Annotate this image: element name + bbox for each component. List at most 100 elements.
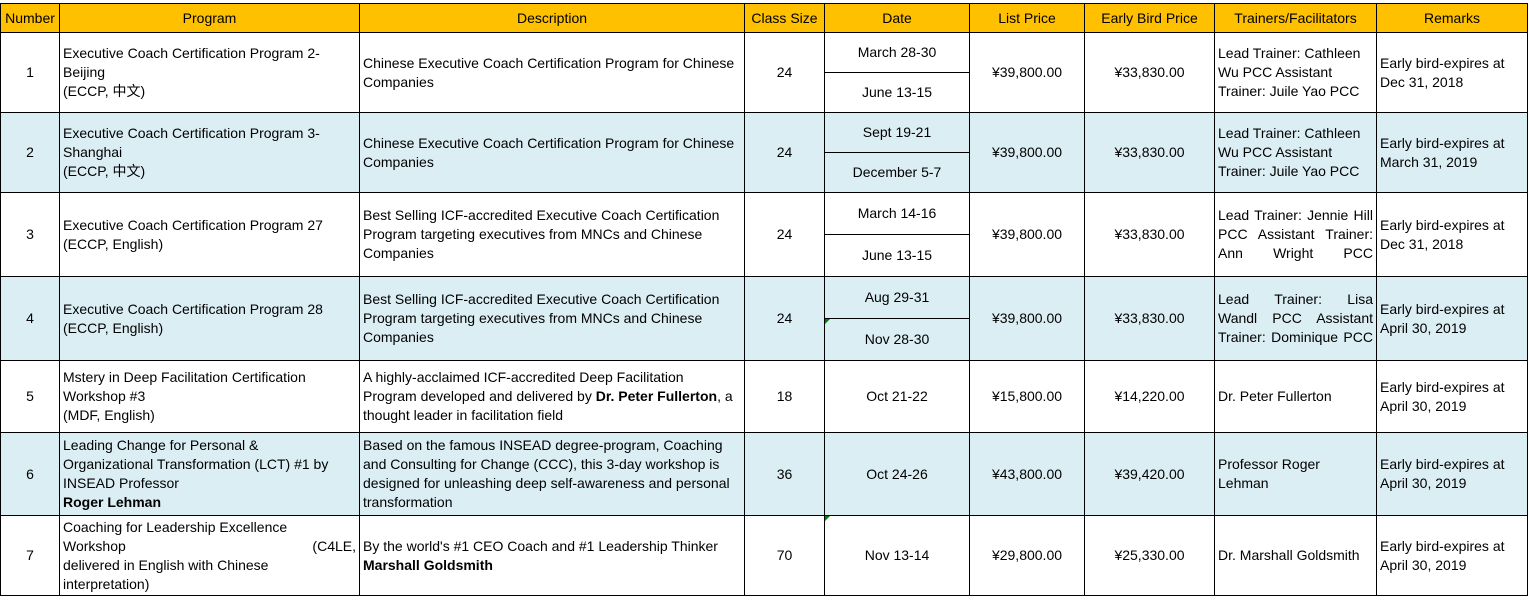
- header-remarks: Remarks: [1376, 3, 1528, 33]
- list-price-cell: ¥43,800.00: [969, 432, 1085, 516]
- class-size-cell: 24: [744, 32, 825, 113]
- program-line: Workshop (C4LE,: [63, 537, 356, 556]
- trainers-cell: Dr. Peter Fullerton: [1214, 360, 1377, 433]
- program-line: Executive Coach Certification Program 3-: [63, 125, 320, 141]
- program-cell: Executive Coach Certification Program 3-…: [59, 112, 360, 193]
- list-price-cell: ¥39,800.00: [969, 192, 1085, 277]
- number-cell: 3: [0, 192, 60, 277]
- description-text: By the world's #1 CEO Coach and #1 Leade…: [363, 537, 718, 554]
- header-program: Program: [59, 3, 360, 33]
- early-bird-price-cell: ¥14,220.00: [1084, 360, 1215, 433]
- early-bird-price-cell: ¥33,830.00: [1084, 192, 1215, 277]
- date-cell: Oct 24-26: [824, 432, 970, 516]
- number-cell: 1: [0, 32, 60, 113]
- program-line: INSEAD Professor: [63, 475, 179, 491]
- program-cell: Coaching for Leadership Excellence Works…: [59, 515, 360, 596]
- program-schedule-table: Number Program Description Class Size Da…: [0, 3, 1528, 596]
- description-cell: Based on the famous INSEAD degree-progra…: [359, 432, 745, 516]
- date-cell: Nov 13-14: [824, 515, 970, 596]
- class-size-cell: 24: [744, 276, 825, 361]
- date-cell: June 13-15: [824, 234, 970, 277]
- class-size-cell: 24: [744, 112, 825, 193]
- program-cell: Mstery in Deep Facilitation Certificatio…: [59, 360, 360, 433]
- number-cell: 2: [0, 112, 60, 193]
- list-price-cell: ¥15,800.00: [969, 360, 1085, 433]
- class-size-cell: 36: [744, 432, 825, 516]
- class-size-value: 24: [776, 310, 793, 326]
- description-cell: A highly-acclaimed ICF-accredited Deep F…: [359, 360, 745, 433]
- program-line: (ECCP, English): [63, 319, 164, 336]
- class-size-cell: 18: [744, 360, 825, 433]
- table-row: 5 Mstery in Deep Facilitation Certificat…: [0, 360, 1528, 433]
- table-row: 4 Executive Coach Certification Program …: [0, 276, 1528, 361]
- program-line: Mstery in Deep Facilitation Certificatio…: [63, 369, 306, 385]
- early-bird-price-cell: ¥25,330.00: [1084, 515, 1215, 596]
- trainers-cell: Lead Trainer: Cathleen Wu PCC Assistant …: [1214, 112, 1377, 193]
- list-price-cell: ¥29,800.00: [969, 515, 1085, 596]
- description-cell: By the world's #1 CEO Coach and #1 Leade…: [359, 515, 745, 596]
- program-cell: Executive Coach Certification Program 2-…: [59, 32, 360, 113]
- description-bold-name: Marshall Goldsmith: [363, 556, 493, 573]
- remarks-cell: Early bird-expires at April 30, 2019: [1376, 515, 1528, 596]
- trainers-cell: Dr. Marshall Goldsmith: [1214, 515, 1377, 596]
- date-value: Nov 28-30: [864, 331, 930, 347]
- date-cell: Nov 28-30: [824, 318, 970, 361]
- remarks-cell: Early bird-expires at April 30, 2019: [1376, 276, 1528, 361]
- program-line: (MDF, English): [63, 407, 155, 423]
- remarks-cell: Early bird-expires at April 30, 2019: [1376, 360, 1528, 433]
- trainers-cell: Lead Trainer: Cathleen Wu PCC Assistant …: [1214, 32, 1377, 113]
- description-cell: Chinese Executive Coach Certification Pr…: [359, 112, 745, 193]
- early-bird-price-cell: ¥33,830.00: [1084, 32, 1215, 113]
- early-bird-price-cell: ¥33,830.00: [1084, 276, 1215, 361]
- class-size-cell: 70: [744, 515, 825, 596]
- program-line: Workshop #3: [63, 388, 146, 404]
- header-early-bird-price: Early Bird Price: [1084, 3, 1215, 33]
- header-number: Number: [0, 3, 60, 33]
- program-line: (ECCP, English): [63, 235, 164, 252]
- header-list-price: List Price: [969, 3, 1085, 33]
- trainers-cell: Lead Trainer: Jennie Hill PCC Assistant …: [1214, 192, 1377, 277]
- table-row: 2 Executive Coach Certification Program …: [0, 112, 1528, 193]
- list-price-cell: ¥39,800.00: [969, 276, 1085, 361]
- program-cell: Leading Change for Personal & Organizati…: [59, 432, 360, 516]
- remarks-cell: Early bird-expires at March 31, 2019: [1376, 112, 1528, 193]
- program-line: Leading Change for Personal &: [63, 437, 259, 453]
- date-cell: December 5-7: [824, 152, 970, 193]
- date-cell: Sept 19-21: [824, 112, 970, 153]
- description-bold-name: Dr. Peter Fullerton: [595, 388, 718, 404]
- header-row: Number Program Description Class Size Da…: [0, 3, 1528, 33]
- program-line: Coaching for Leadership Excellence: [63, 518, 288, 535]
- trainers-cell: Professor Roger Lehman: [1214, 432, 1377, 516]
- date-cell: Aug 29-31: [824, 276, 970, 319]
- header-description: Description: [359, 3, 745, 33]
- date-cell: June 13-15: [824, 72, 970, 113]
- class-size-cell: 24: [744, 192, 825, 277]
- table-row: Nov 28-30: [1, 318, 1528, 361]
- date-value: Oct 24-26: [866, 465, 928, 482]
- table-row: June 13-15: [1, 72, 1528, 113]
- header-date: Date: [824, 3, 970, 33]
- header-trainers: Trainers/Facilitators: [1214, 3, 1377, 33]
- comment-indicator-icon: [825, 516, 830, 521]
- program-word: (C4LE,: [312, 537, 356, 554]
- date-cell: Oct 21-22: [824, 360, 970, 433]
- remarks-cell: Early bird-expires at April 30, 2019: [1376, 432, 1528, 516]
- number-cell: 5: [0, 360, 60, 433]
- number-cell: 6: [0, 432, 60, 516]
- description-text: A highly-acclaimed ICF-accredited Deep F…: [363, 369, 684, 404]
- table-row: 1 Executive Coach Certification Program …: [0, 32, 1528, 113]
- remarks-cell: Early bird-expires at Dec 31, 2018: [1376, 32, 1528, 113]
- list-price-cell: ¥39,800.00: [969, 32, 1085, 113]
- number-cell: 7: [0, 515, 60, 596]
- program-word: Workshop: [63, 537, 126, 554]
- list-price-cell: ¥39,800.00: [969, 112, 1085, 193]
- date-cell: March 14-16: [824, 192, 970, 235]
- description-cell: Best Selling ICF-accredited Executive Co…: [359, 192, 745, 277]
- comment-indicator-icon: [825, 319, 830, 324]
- program-bold-name: Roger Lehman: [63, 494, 162, 510]
- table-row: 7 Coaching for Leadership Excellence Wor…: [0, 515, 1528, 596]
- program-line: (ECCP, 中文): [63, 163, 146, 179]
- date-cell: March 28-30: [824, 32, 970, 73]
- program-line: Shanghai: [63, 144, 123, 160]
- early-bird-price-cell: ¥39,420.00: [1084, 432, 1215, 516]
